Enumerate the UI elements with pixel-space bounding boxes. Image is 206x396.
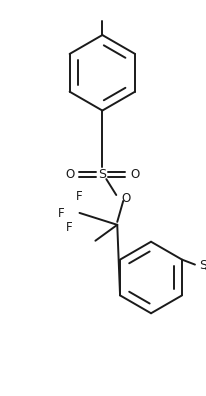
Text: O: O [130,168,139,181]
Text: F: F [76,190,82,202]
Text: S: S [98,168,106,181]
Text: O: O [65,168,74,181]
Text: O: O [121,192,130,204]
Text: S: S [198,259,206,272]
Text: F: F [66,221,73,234]
Text: F: F [58,208,65,221]
